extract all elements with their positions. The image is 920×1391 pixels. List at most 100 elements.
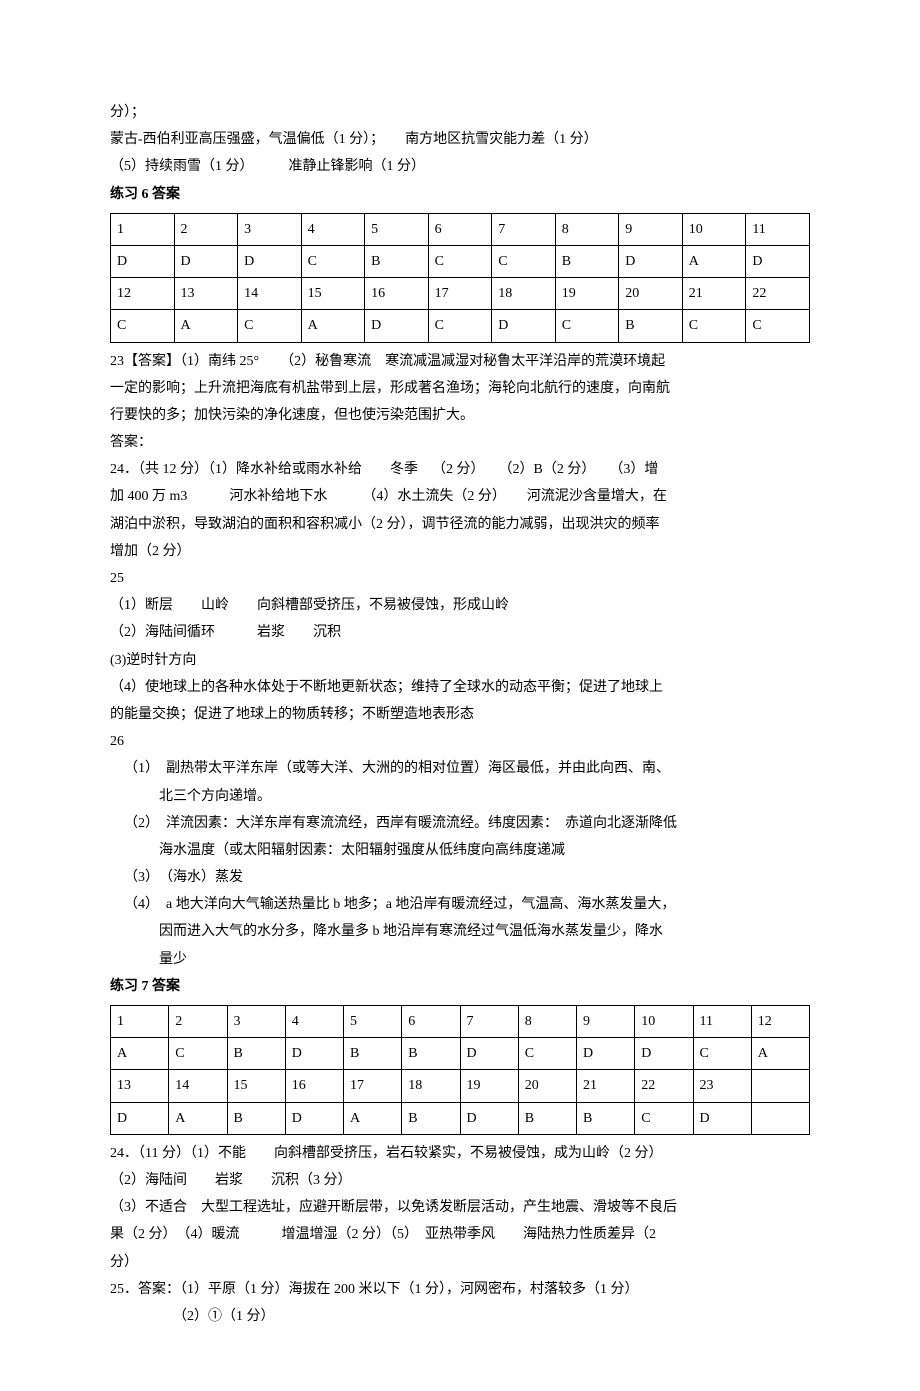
document-body: 分）； 蒙古-西伯利亚高压强盛，气温偏低（1 分）； 南方地区抗雪灾能力差（1 …	[110, 100, 810, 1329]
text-line: 23【答案】（1）南纬 25° （2）秘鲁寒流 寒流减温减湿对秘鲁太平洋沿岸的荒…	[110, 349, 810, 374]
table-cell: 5	[365, 213, 429, 245]
text-line: 24．（11 分）（1）不能 向斜槽部受挤压，岩石较紧实，不易被侵蚀，成为山岭（…	[110, 1141, 810, 1166]
table-cell: A	[301, 310, 365, 342]
text-line: 湖泊中淤积，导致湖泊的面积和容积减小（2 分），调节径流的能力减弱，出现洪灾的频…	[110, 512, 810, 537]
table-cell: D	[111, 245, 175, 277]
table-row: C A C A D C D C B C C	[111, 310, 810, 342]
table-cell: 14	[238, 278, 302, 310]
table-cell: D	[619, 245, 683, 277]
table-cell: 9	[619, 213, 683, 245]
table-cell: A	[682, 245, 746, 277]
table-cell: 12	[751, 1006, 809, 1038]
table-cell: 14	[169, 1070, 227, 1102]
text-line: 的能量交换；促进了地球上的物质转移；不断塑造地表形态	[110, 702, 810, 727]
text-line: 25	[110, 566, 810, 591]
table-cell: B	[402, 1038, 460, 1070]
table-cell: B	[227, 1102, 285, 1134]
table-cell: C	[555, 310, 619, 342]
table-cell: 20	[518, 1070, 576, 1102]
table-cell: D	[577, 1038, 635, 1070]
table-cell: 1	[111, 213, 175, 245]
table-cell: 6	[402, 1006, 460, 1038]
table-cell: B	[518, 1102, 576, 1134]
table-cell: 19	[460, 1070, 518, 1102]
section-6-body: 23【答案】（1）南纬 25° （2）秘鲁寒流 寒流减温减湿对秘鲁太平洋沿岸的荒…	[110, 349, 810, 972]
section-7-body: 24．（11 分）（1）不能 向斜槽部受挤压，岩石较紧实，不易被侵蚀，成为山岭（…	[110, 1141, 810, 1329]
table-row: D A B D A B D B B C D	[111, 1102, 810, 1134]
table-cell: D	[285, 1102, 343, 1134]
table-cell: D	[238, 245, 302, 277]
table-cell: 6	[428, 213, 492, 245]
text-line: (3)逆时针方向	[110, 648, 810, 673]
table-cell: 5	[344, 1006, 402, 1038]
text-line: （2）海陆间循环 岩浆 沉积	[110, 620, 810, 645]
table-cell: 15	[301, 278, 365, 310]
text-line: （4） a 地大洋向大气输送热量比 b 地多；a 地沿岸有暖流经过，气温高、海水…	[110, 892, 810, 917]
text-line: 蒙古-西伯利亚高压强盛，气温偏低（1 分）； 南方地区抗雪灾能力差（1 分）	[110, 127, 810, 152]
text-line: 行要快的多；加快污染的净化速度，但也使污染范围扩大。	[110, 403, 810, 428]
text-line: 北三个方向递增。	[110, 784, 810, 809]
text-line: 因而进入大气的水分多，降水量多 b 地沿岸有寒流经过气温低海水蒸发量少，降水	[110, 919, 810, 944]
table-cell: C	[682, 310, 746, 342]
text-line: 一定的影响；上升流把海底有机盐带到上层，形成著名渔场；海轮向北航行的速度，向南航	[110, 376, 810, 401]
table-cell: B	[619, 310, 683, 342]
section-6-title: 练习 6 答案	[110, 182, 810, 207]
table-row: A C B D B B D C D D C A	[111, 1038, 810, 1070]
table-cell: 1	[111, 1006, 169, 1038]
table-cell: 19	[555, 278, 619, 310]
table-cell: D	[460, 1102, 518, 1134]
table-cell: B	[227, 1038, 285, 1070]
table-cell: 17	[344, 1070, 402, 1102]
table-cell: 7	[460, 1006, 518, 1038]
table-cell: D	[693, 1102, 751, 1134]
table-row: 1 2 3 4 5 6 7 8 9 10 11 12	[111, 1006, 810, 1038]
table-cell: 16	[285, 1070, 343, 1102]
table-row: 12 13 14 15 16 17 18 19 20 21 22	[111, 278, 810, 310]
table-cell: 20	[619, 278, 683, 310]
table-cell: 16	[365, 278, 429, 310]
text-line: 25．答案：（1）平原（1 分）海拔在 200 米以下（1 分），河网密布，村落…	[110, 1277, 810, 1302]
table-cell: C	[301, 245, 365, 277]
text-line: （1） 副热带太平洋东岸（或等大洋、大洲的的相对位置）海区最低，并由此向西、南、	[110, 756, 810, 781]
table-cell: 23	[693, 1070, 751, 1102]
table-cell: 8	[555, 213, 619, 245]
table-cell: 22	[635, 1070, 693, 1102]
table-cell: C	[238, 310, 302, 342]
text-line: （2）①（1 分）	[110, 1304, 810, 1329]
table-cell: A	[751, 1038, 809, 1070]
table-cell: 15	[227, 1070, 285, 1102]
text-line: （3）不适合 大型工程选址，应避开断层带，以免诱发断层活动，产生地震、滑坡等不良…	[110, 1195, 810, 1220]
text-line: 分）	[110, 1250, 810, 1275]
table-cell: C	[635, 1102, 693, 1134]
table-cell: C	[111, 310, 175, 342]
table-cell: D	[460, 1038, 518, 1070]
table-cell: A	[344, 1102, 402, 1134]
table-cell: 11	[693, 1006, 751, 1038]
table-cell: B	[402, 1102, 460, 1134]
table-cell: 4	[301, 213, 365, 245]
table-cell: 18	[402, 1070, 460, 1102]
text-line: 答案：	[110, 430, 810, 455]
table-cell: 2	[174, 213, 238, 245]
text-line: 加 400 万 m3 河水补给地下水 （4）水土流失（2 分） 河流泥沙含量增大…	[110, 484, 810, 509]
table-cell: D	[746, 245, 810, 277]
table-cell: C	[428, 310, 492, 342]
table-cell	[751, 1102, 809, 1134]
answer-table-6: 1 2 3 4 5 6 7 8 9 10 11 D D D C B C C B …	[110, 213, 810, 343]
text-line: 24．（共 12 分）（1）降水补给或雨水补给 冬季 （2 分） （2）B（2 …	[110, 457, 810, 482]
table-cell: C	[492, 245, 556, 277]
table-cell: 4	[285, 1006, 343, 1038]
table-cell: 10	[682, 213, 746, 245]
text-line: （4）使地球上的各种水体处于不断地更新状态；维持了全球水的动态平衡；促进了地球上	[110, 675, 810, 700]
table-cell: D	[492, 310, 556, 342]
table-cell: 3	[238, 213, 302, 245]
section-7-title: 练习 7 答案	[110, 974, 810, 999]
table-cell	[751, 1070, 809, 1102]
answer-table-7: 1 2 3 4 5 6 7 8 9 10 11 12 A C B D B B D…	[110, 1005, 810, 1135]
table-cell: D	[174, 245, 238, 277]
table-cell: C	[518, 1038, 576, 1070]
text-line: 果（2 分） （4）暖流 增温增湿（2 分）（5） 亚热带季风 海陆热力性质差异…	[110, 1222, 810, 1247]
pre-section: 分）； 蒙古-西伯利亚高压强盛，气温偏低（1 分）； 南方地区抗雪灾能力差（1 …	[110, 100, 810, 180]
text-line: （3） （海水）蒸发	[110, 865, 810, 890]
table-cell: D	[285, 1038, 343, 1070]
